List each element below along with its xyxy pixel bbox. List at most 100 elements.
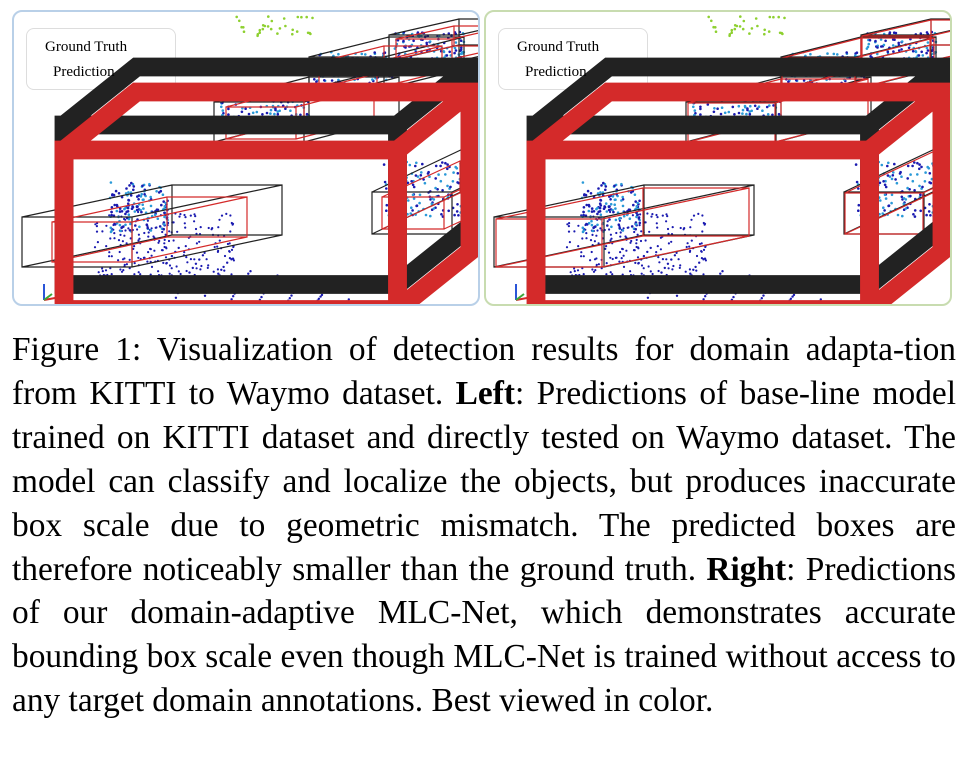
scan-point — [220, 268, 223, 271]
object-point — [421, 162, 424, 166]
ground-point — [147, 231, 150, 234]
ground-point — [635, 242, 638, 245]
object-point — [599, 191, 602, 194]
ground-point — [678, 266, 681, 269]
object-point — [894, 31, 898, 35]
ground-point — [143, 256, 146, 259]
object-point — [227, 113, 230, 116]
ground-point — [622, 227, 625, 230]
ground-point — [625, 249, 628, 252]
left-panel-baseline: Ground Truth Prediction — [12, 10, 480, 306]
ground-point — [591, 268, 594, 271]
legend-ground-truth-label: Ground Truth — [517, 38, 600, 55]
ground-point — [679, 264, 682, 267]
object-point — [893, 162, 896, 166]
ground-point — [195, 267, 198, 270]
object-point — [777, 112, 781, 116]
ground-point — [639, 213, 642, 216]
far-point — [730, 28, 734, 32]
object-point — [414, 174, 418, 177]
ground-point — [183, 213, 186, 217]
object-point — [733, 113, 736, 116]
ground-point — [184, 245, 187, 248]
object-point — [613, 203, 616, 206]
scan-point — [704, 295, 707, 298]
ground-point — [620, 257, 623, 260]
object-point — [787, 80, 790, 83]
ground-point — [95, 230, 99, 233]
ground-point — [183, 222, 186, 225]
object-point — [888, 31, 892, 34]
ground-point — [580, 255, 583, 258]
object-point — [857, 203, 861, 207]
ground-point — [207, 264, 210, 267]
object-point — [897, 41, 900, 45]
ground-point — [125, 242, 128, 245]
ground-point — [104, 269, 108, 272]
object-point — [382, 163, 386, 166]
far-point — [780, 31, 783, 35]
object-point — [127, 191, 130, 194]
object-point — [110, 210, 113, 214]
object-point — [118, 210, 122, 213]
ground-point — [218, 218, 221, 221]
object-point — [855, 180, 859, 184]
scan-point — [646, 250, 649, 254]
ground-point — [213, 245, 216, 249]
ground-point — [175, 265, 178, 268]
left-legend: Ground Truth Prediction — [26, 28, 478, 304]
scan-point — [642, 254, 646, 258]
legend-ground-truth: Ground Truth — [507, 37, 950, 294]
object-point — [436, 188, 439, 191]
ground-point — [124, 229, 127, 232]
object-point — [890, 177, 894, 181]
object-point — [415, 204, 418, 208]
object-point — [918, 184, 921, 188]
object-point — [411, 209, 414, 212]
ground-point — [150, 265, 154, 268]
ground-point — [133, 262, 136, 265]
ground-point — [147, 235, 150, 238]
ground-point — [582, 255, 585, 258]
object-point — [609, 202, 613, 206]
object-point — [247, 112, 251, 116]
object-point — [874, 39, 877, 43]
ground-point — [640, 272, 643, 275]
object-point — [880, 45, 883, 48]
object-point — [337, 78, 340, 82]
ground-point — [704, 259, 707, 262]
far-point — [772, 15, 775, 19]
object-point — [124, 223, 127, 227]
object-point — [585, 223, 589, 226]
ground-point — [94, 223, 97, 226]
ground-point — [216, 245, 219, 248]
object-point — [886, 50, 890, 54]
scan-point — [198, 258, 201, 261]
object-point — [757, 105, 761, 108]
object-point — [149, 195, 152, 199]
ground-point — [162, 261, 165, 264]
ground-point — [655, 251, 658, 254]
ground-point — [109, 237, 112, 240]
object-point — [406, 181, 410, 185]
far-point — [739, 15, 742, 18]
object-point — [913, 161, 916, 164]
ground-point — [618, 219, 621, 222]
ground-point — [650, 215, 653, 218]
ground-point — [689, 226, 692, 229]
object-point — [140, 192, 143, 196]
ground-point — [113, 237, 116, 240]
object-point — [284, 107, 287, 110]
ground-point — [125, 263, 128, 266]
object-point — [609, 198, 612, 201]
ground-point — [136, 228, 139, 231]
object-point — [882, 206, 885, 209]
object-point — [581, 181, 585, 184]
object-point — [902, 197, 906, 200]
ground-point — [695, 269, 698, 272]
object-point — [887, 161, 890, 165]
object-point — [117, 192, 121, 195]
object-point — [719, 112, 723, 116]
object-point — [887, 204, 890, 208]
scan-point — [247, 272, 250, 275]
